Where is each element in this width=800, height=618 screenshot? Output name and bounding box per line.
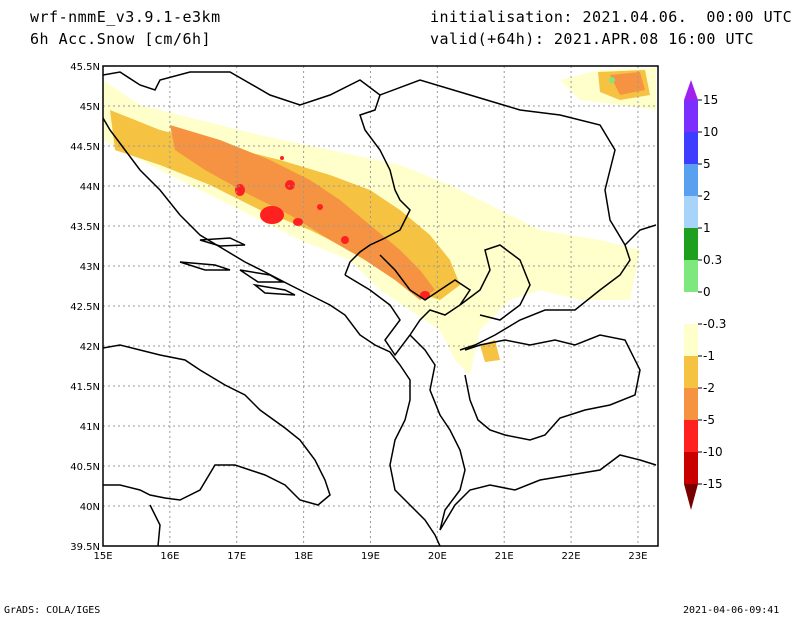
x-tick-label: 15E xyxy=(93,551,112,562)
plot-frame xyxy=(102,65,659,547)
x-tick-label: 19E xyxy=(361,551,380,562)
colorbar-swatch xyxy=(684,260,698,292)
bulgaria-border xyxy=(624,224,657,246)
snow-area-intense xyxy=(235,184,245,196)
y-tick-label: 39.5N xyxy=(70,542,100,553)
snow-area-light xyxy=(400,180,460,230)
y-tick-label: 40.5N xyxy=(70,462,100,473)
colorbar-swatch xyxy=(684,132,698,164)
y-tick-label: 41.5N xyxy=(70,382,100,393)
model-title: wrf-nmmE_v3.9.1-e3km xyxy=(30,8,221,26)
y-axis-ticks: 39.5N 40N 40.5N 41N 41.5N 42N 42.5N 43N 43.5N 44N… xyxy=(70,62,100,553)
colorbar-swatch xyxy=(684,452,698,484)
snow-area-intense xyxy=(285,180,295,190)
colorbar-swatch xyxy=(684,228,698,260)
x-tick-label: 20E xyxy=(428,551,447,562)
coastlines-borders xyxy=(103,71,657,546)
colorbar-label: -0.3 xyxy=(703,317,726,331)
colorbar: 15 10 5 2 1 0.3 0 -0.3 -1 -2 -5 -10 -15 xyxy=(684,80,726,510)
colorbar-label: -10 xyxy=(703,445,723,459)
colorbar-swatch xyxy=(684,100,698,132)
snow-area-intense xyxy=(341,236,349,244)
colorbar-swatch xyxy=(684,356,698,388)
y-tick-label: 44.5N xyxy=(70,142,100,153)
footer-left: GrADS: COLA/IGES xyxy=(4,605,101,616)
y-tick-label: 43N xyxy=(80,262,100,273)
snow-area-intense xyxy=(420,291,430,299)
colorbar-label: 1 xyxy=(703,221,711,235)
y-tick-label: 44N xyxy=(80,182,100,193)
adriatic-coast-east xyxy=(103,117,441,546)
snow-area-intense xyxy=(293,218,303,226)
colorbar-label: 10 xyxy=(703,125,718,139)
snow-area-heavy xyxy=(170,125,435,300)
y-tick-label: 42N xyxy=(80,342,100,353)
field-title: 6h Acc.Snow [cm/6h] xyxy=(30,30,212,48)
colorbar-label: -15 xyxy=(703,477,723,491)
valid-time: valid(+64h): 2021.APR.08 16:00 UTC xyxy=(430,30,755,48)
macedonia-border xyxy=(464,334,641,441)
x-axis-ticks: 15E 16E 17E 18E 19E 20E 21E 22E 23E xyxy=(93,551,647,562)
montenegro-border xyxy=(344,254,472,357)
snow-shading xyxy=(103,68,656,375)
snow-area-intense xyxy=(260,206,284,224)
footer-right: 2021-04-06-09:41 xyxy=(683,605,780,616)
y-tick-label: 45N xyxy=(80,102,100,113)
colorbar-swatch xyxy=(684,292,698,324)
colorbar-swatch xyxy=(684,324,698,356)
islands xyxy=(179,237,296,296)
x-tick-label: 17E xyxy=(227,551,246,562)
colorbar-label: -5 xyxy=(703,413,715,427)
colorbar-label: 0 xyxy=(703,285,711,299)
x-tick-label: 18E xyxy=(294,551,313,562)
colorbar-label: 15 xyxy=(703,93,718,107)
colorbar-swatch xyxy=(684,388,698,420)
y-tick-label: 45.5N xyxy=(70,62,100,73)
colorbar-swatch xyxy=(684,164,698,196)
snow-area-heavy xyxy=(610,72,645,95)
x-tick-label: 16E xyxy=(160,551,179,562)
colorbar-label: 0.3 xyxy=(703,253,722,267)
kosovo-border xyxy=(459,244,531,321)
y-tick-label: 42.5N xyxy=(70,302,100,313)
x-tick-label: 22E xyxy=(562,551,581,562)
colorbar-label: 5 xyxy=(703,157,711,171)
snow-area-intense xyxy=(280,156,284,160)
y-tick-label: 40N xyxy=(80,502,100,513)
colorbar-top-triangle xyxy=(684,80,698,100)
init-time: initialisation: 2021.04.06. 00:00 UTC xyxy=(430,8,793,26)
italy-coast xyxy=(103,344,331,506)
greece-border xyxy=(439,454,657,531)
italy-heel xyxy=(149,504,161,546)
y-tick-label: 43.5N xyxy=(70,222,100,233)
colorbar-label: -1 xyxy=(703,349,715,363)
colorbar-label: 2 xyxy=(703,189,711,203)
gridlines xyxy=(103,66,658,546)
x-tick-label: 23E xyxy=(628,551,647,562)
croatia-north-border xyxy=(103,71,411,276)
colorbar-bottom-triangle xyxy=(684,484,698,510)
x-tick-label: 21E xyxy=(495,551,514,562)
colorbar-swatch xyxy=(684,420,698,452)
colorbar-label: -2 xyxy=(703,381,715,395)
snow-area-intense xyxy=(317,204,323,210)
snow-area-green xyxy=(609,77,615,83)
y-tick-label: 41N xyxy=(80,422,100,433)
albania-border xyxy=(409,334,466,531)
colorbar-swatch xyxy=(684,196,698,228)
